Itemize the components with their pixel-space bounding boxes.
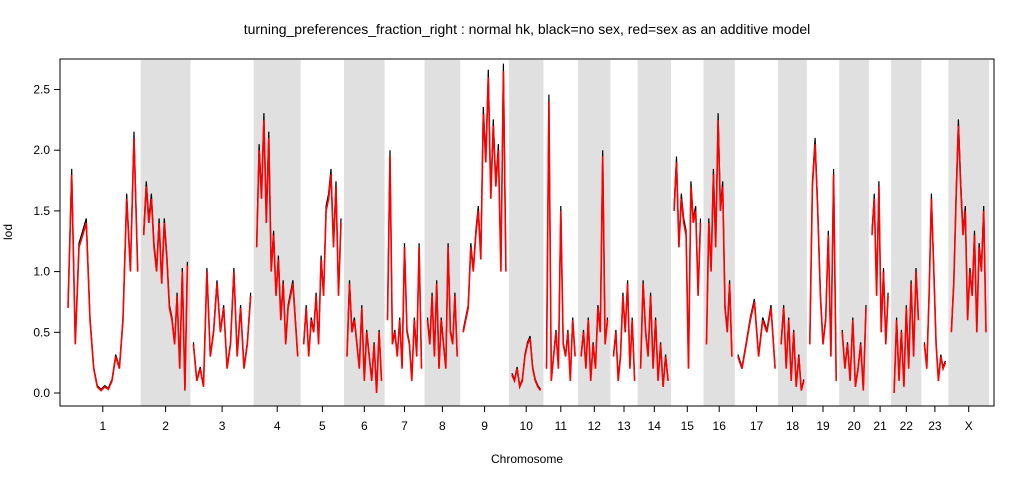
y-tick-label-5: 2.5 [33, 83, 50, 97]
line-sex-chr-14 [639, 283, 669, 387]
series-sex-additive [67, 71, 987, 394]
line-sex-chr-6 [346, 283, 383, 394]
x-tick-label-21: 21 [873, 419, 887, 433]
x-tick-label-16: 16 [713, 419, 727, 433]
line-sex-chr-23 [923, 198, 947, 381]
line-sex-chr-15 [673, 162, 702, 369]
line-sex-chr-12 [580, 156, 609, 381]
x-tick-label-12: 12 [588, 419, 602, 433]
x-tick-label-15: 15 [681, 419, 695, 433]
x-axis-label: Chromosome [491, 452, 563, 466]
x-tick-label-9: 9 [481, 419, 488, 433]
x-tick-label-1: 1 [99, 419, 106, 433]
x-tick-label-22: 22 [900, 419, 914, 433]
line-sex-chr-19 [809, 144, 837, 381]
x-tick-label-20: 20 [847, 419, 861, 433]
y-tick-label-2: 1.0 [33, 265, 50, 279]
x-tick-label-3: 3 [219, 419, 226, 433]
shade-chr-4 [253, 60, 301, 406]
line-sex-chr-18 [780, 307, 805, 391]
line-sex-chr-5 [302, 174, 342, 357]
line-sex-chr-16 [705, 119, 733, 357]
y-axis-label: lod [1, 224, 15, 240]
y-tick-label-0: 0.0 [33, 386, 50, 400]
chart-title: turning_preferences_fraction_right : nor… [244, 21, 811, 37]
line-sex-chr-10 [511, 338, 542, 392]
x-tick-label-X: X [965, 419, 973, 433]
line-sex-chr-17 [737, 301, 776, 369]
line-sex-chr-20 [841, 307, 867, 391]
shade-chr-8 [424, 60, 461, 406]
x-tick-label-4: 4 [274, 419, 281, 433]
x-tick-label-23: 23 [928, 419, 942, 433]
line-sex-chr-7 [386, 156, 423, 381]
line-sex-chr-8 [426, 247, 458, 369]
y-tick-label-1: 0.5 [33, 325, 50, 339]
x-tick-label-5: 5 [319, 419, 326, 433]
line-sex-chr-21 [871, 186, 889, 345]
shade-chr-12 [578, 60, 611, 406]
y-tick-label-3: 1.5 [33, 204, 50, 218]
line-sex-chr-X [950, 125, 987, 333]
x-tick-label-7: 7 [401, 419, 408, 433]
x-tick-label-6: 6 [361, 419, 368, 433]
x-tick-label-18: 18 [786, 419, 800, 433]
y-tick-label-4: 2.0 [33, 143, 50, 157]
line-sex-chr-13 [612, 283, 636, 381]
plot-frame [59, 58, 995, 407]
x-tick-label-2: 2 [162, 419, 169, 433]
line-sex-chr-2 [142, 186, 189, 391]
x-tick-label-11: 11 [555, 419, 568, 433]
line-sex-chr-11 [545, 101, 576, 381]
y-axis: 0.0 0.5 1.0 1.5 2.0 2.5 [33, 83, 60, 400]
x-tick-label-13: 13 [617, 419, 631, 433]
x-tick-label-10: 10 [520, 419, 534, 433]
line-sex-chr-1 [67, 138, 139, 392]
x-tick-label-19: 19 [816, 419, 830, 433]
line-sex-chr-4 [255, 119, 299, 357]
x-tick-label-14: 14 [648, 419, 662, 433]
x-tick-label-8: 8 [439, 419, 446, 433]
line-sex-chr-22 [893, 271, 920, 394]
x-axis: 1 2 3 4 5 6 7 8 9 10 11 12 13 14 15 16 17 18 19 20 21 22 23 X [99, 406, 973, 433]
x-tick-label-17: 17 [750, 419, 764, 433]
line-sex-chr-3 [192, 271, 252, 388]
line-sex-chr-9 [462, 71, 507, 333]
